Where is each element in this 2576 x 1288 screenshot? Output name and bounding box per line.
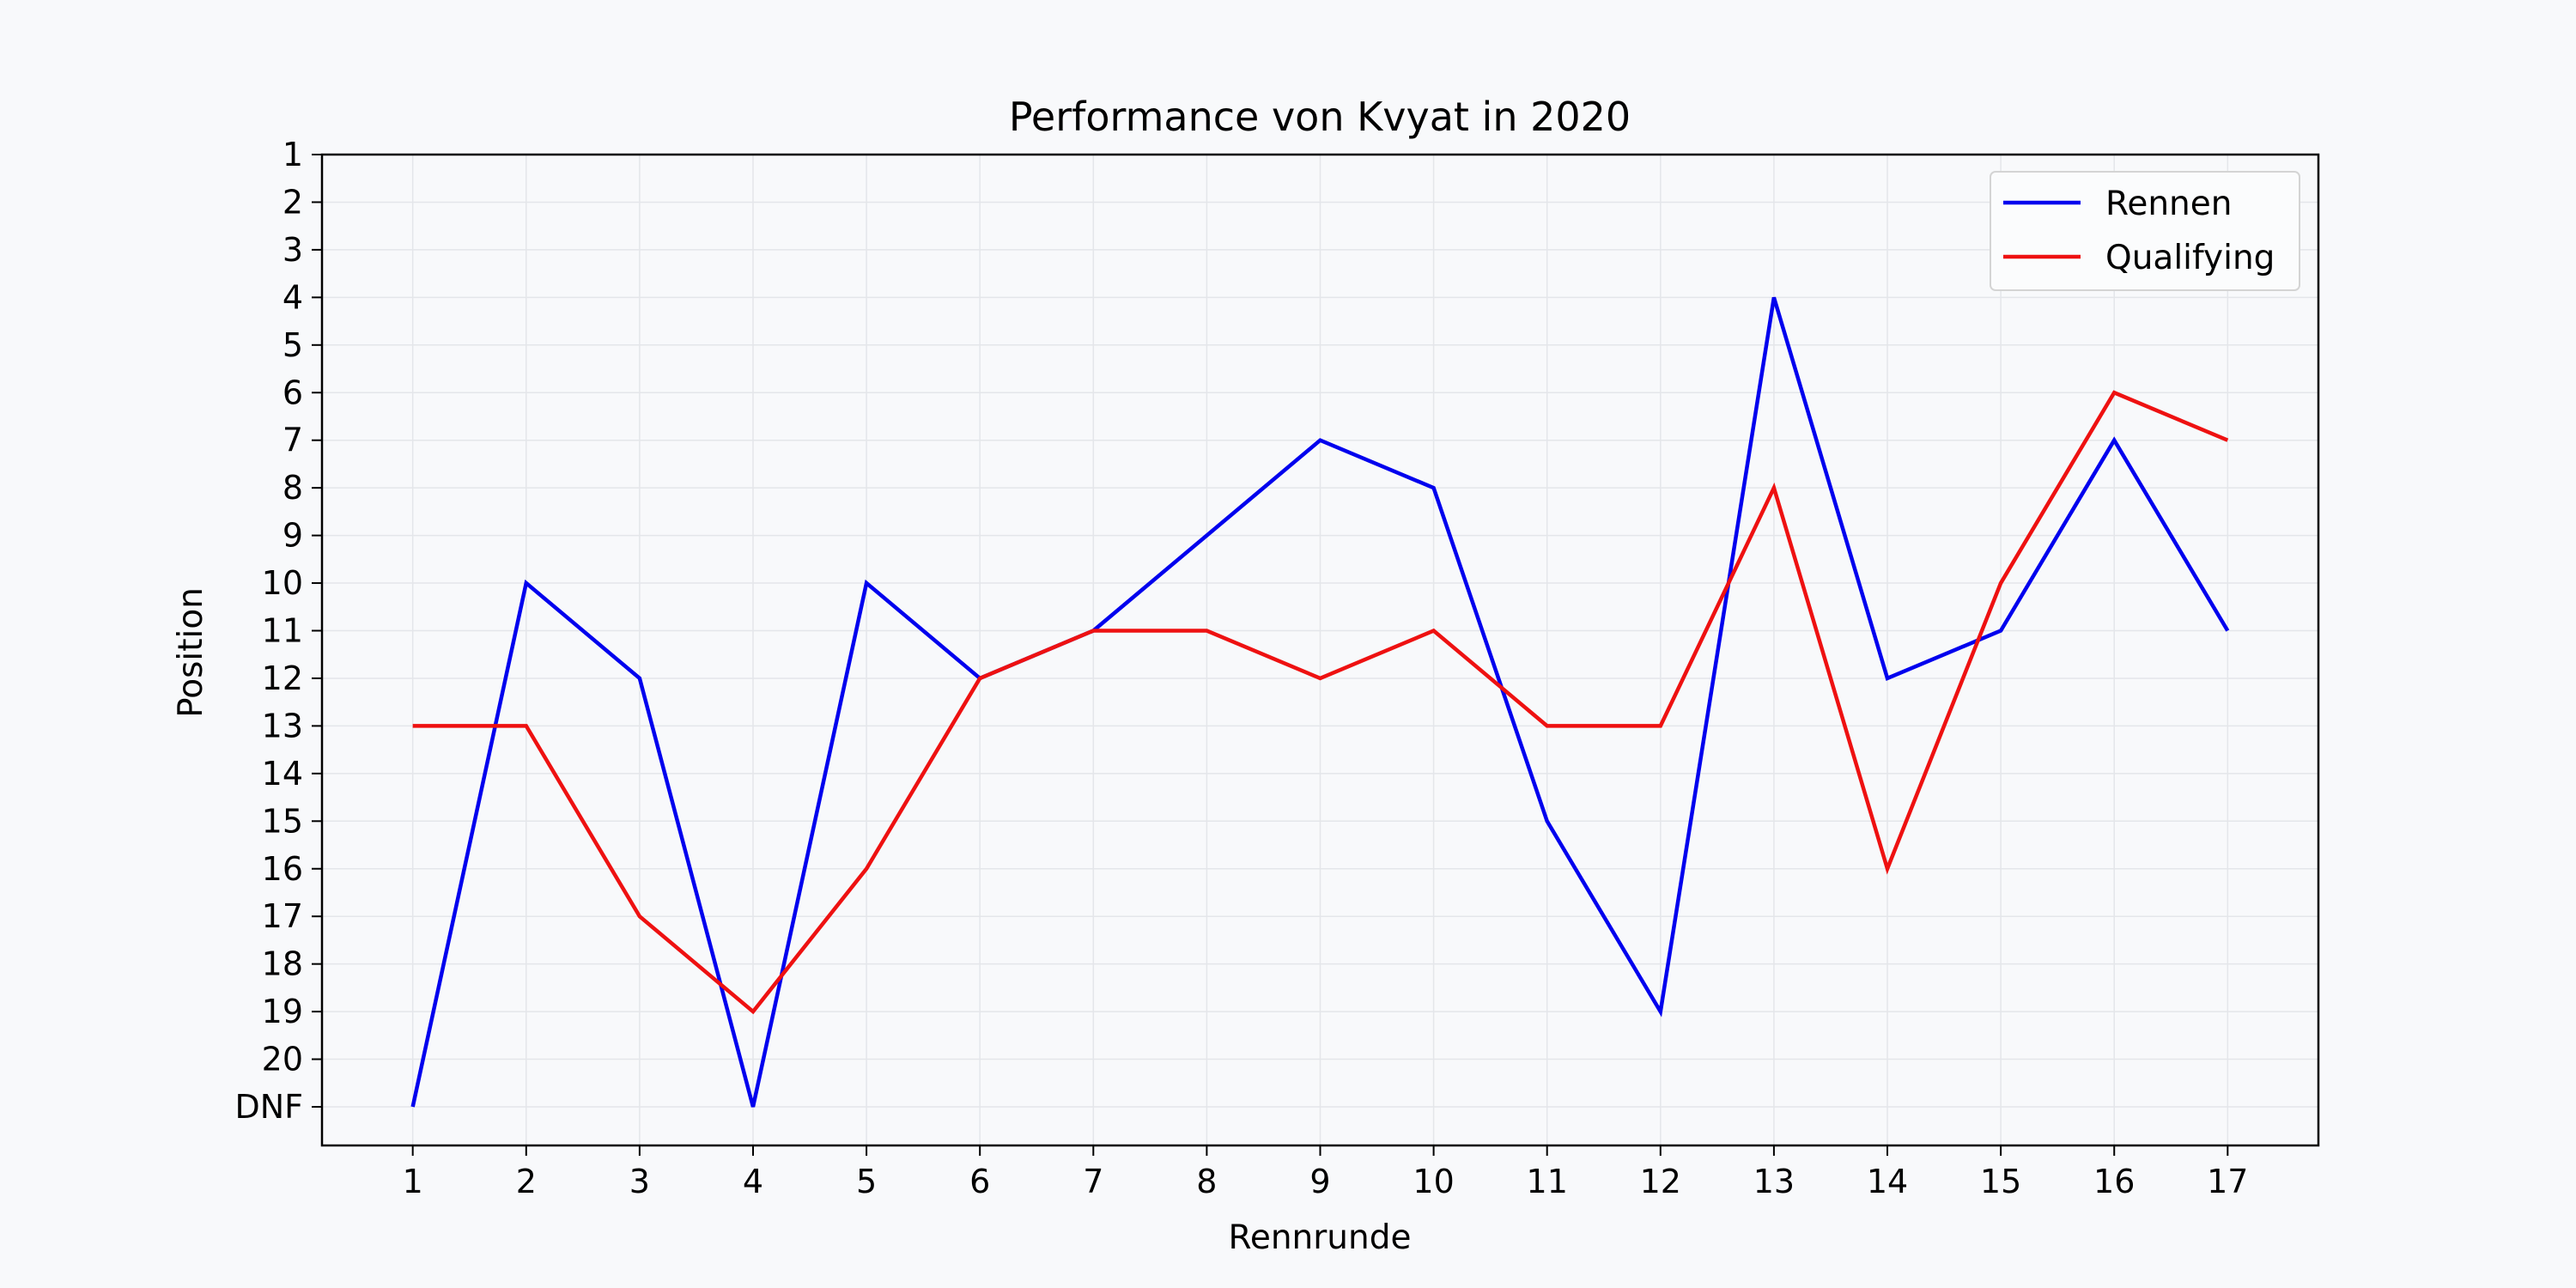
y-tick-label: 15 <box>262 802 303 840</box>
legend-label-qualifying: Qualifying <box>2105 239 2275 277</box>
x-tick-label: 15 <box>1980 1163 2021 1200</box>
x-tick-label: 9 <box>1309 1163 1330 1200</box>
x-tick-label: 8 <box>1196 1163 1217 1200</box>
x-tick-label: 16 <box>2093 1163 2135 1200</box>
y-tick-label: 9 <box>283 517 303 555</box>
x-tick-label: 7 <box>1083 1163 1103 1200</box>
y-tick-label: 10 <box>262 564 303 602</box>
x-tick-label: 5 <box>856 1163 877 1200</box>
y-tick-label: 3 <box>283 231 303 269</box>
chart-title: Performance von Kvyat in 2020 <box>1009 94 1631 140</box>
x-axis-ticks: 1 2 3 4 5 6 7 8 9 10 11 12 13 14 15 16 17 <box>403 1145 2248 1200</box>
x-tick-label: 6 <box>969 1163 990 1200</box>
y-tick-label: 19 <box>262 993 303 1030</box>
x-tick-label: 1 <box>403 1163 423 1200</box>
y-tick-label: 1 <box>283 136 303 173</box>
x-tick-label: 13 <box>1753 1163 1795 1200</box>
x-tick-label: 10 <box>1413 1163 1454 1200</box>
x-tick-label: 4 <box>743 1163 763 1200</box>
legend: Rennen Qualifying <box>1990 171 2300 291</box>
x-tick-label: 11 <box>1527 1163 1568 1200</box>
y-tick-label: 12 <box>262 659 303 697</box>
y-tick-label: 2 <box>283 183 303 221</box>
x-axis-label: Rennrunde <box>1229 1218 1412 1257</box>
y-tick-label: 14 <box>262 755 303 793</box>
y-tick-label: 18 <box>262 945 303 983</box>
grid <box>322 154 2318 1145</box>
y-tick-label: 4 <box>283 278 303 316</box>
y-tick-label: DNF <box>234 1088 303 1126</box>
y-tick-label: 7 <box>283 422 303 459</box>
y-tick-label: 11 <box>262 612 303 650</box>
legend-label-rennen: Rennen <box>2105 185 2233 223</box>
y-tick-label: 13 <box>262 707 303 744</box>
y-tick-label: 5 <box>283 326 303 364</box>
series-layer <box>410 296 2230 1108</box>
x-tick-label: 17 <box>2207 1163 2248 1200</box>
x-tick-label: 3 <box>629 1163 650 1200</box>
y-tick-label: 6 <box>283 374 303 411</box>
y-tick-label: 8 <box>283 469 303 507</box>
y-tick-label: 20 <box>262 1041 303 1078</box>
x-tick-label: 14 <box>1867 1163 1908 1200</box>
y-tick-label: 16 <box>262 850 303 888</box>
x-tick-label: 2 <box>516 1163 537 1200</box>
y-axis-label: Position <box>172 587 210 718</box>
x-tick-label: 12 <box>1640 1163 1681 1200</box>
y-tick-label: 17 <box>262 897 303 935</box>
